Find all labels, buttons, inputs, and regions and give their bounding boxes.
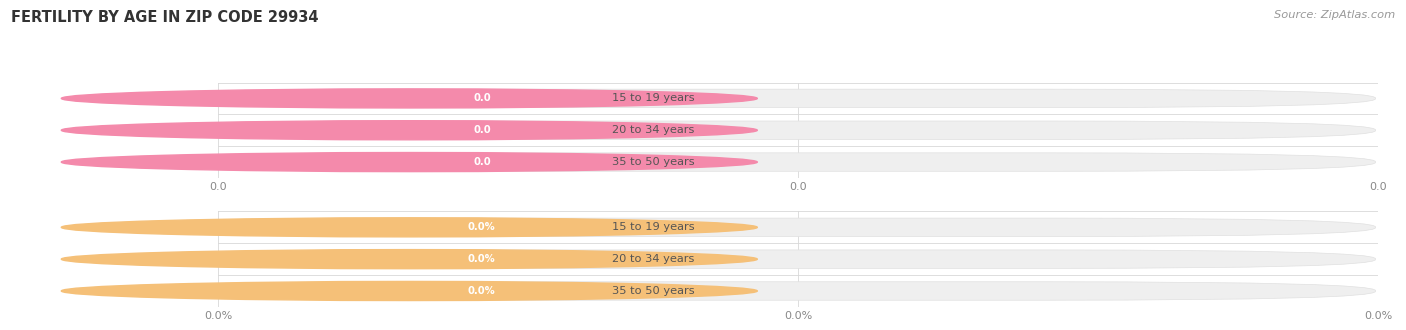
Text: 15 to 19 years: 15 to 19 years [613,222,695,232]
FancyBboxPatch shape [221,282,1375,300]
FancyBboxPatch shape [264,220,699,235]
FancyBboxPatch shape [221,153,1375,171]
Text: 20 to 34 years: 20 to 34 years [613,254,695,264]
Circle shape [62,218,758,237]
FancyBboxPatch shape [221,218,1375,237]
Circle shape [62,121,758,140]
Circle shape [62,249,758,269]
FancyBboxPatch shape [221,121,1375,140]
Text: 15 to 19 years: 15 to 19 years [613,93,695,103]
Text: 35 to 50 years: 35 to 50 years [613,286,695,296]
FancyBboxPatch shape [221,250,1375,268]
FancyBboxPatch shape [264,123,699,138]
FancyBboxPatch shape [221,89,1375,108]
Text: 0.0%: 0.0% [468,254,496,264]
Text: 0.0: 0.0 [472,157,491,167]
Text: 35 to 50 years: 35 to 50 years [613,157,695,167]
FancyBboxPatch shape [264,284,699,298]
Text: FERTILITY BY AGE IN ZIP CODE 29934: FERTILITY BY AGE IN ZIP CODE 29934 [11,10,319,25]
FancyBboxPatch shape [264,252,699,267]
Circle shape [62,152,758,172]
Text: 0.0: 0.0 [472,93,491,103]
Text: 0.0%: 0.0% [468,286,496,296]
Circle shape [62,89,758,108]
Circle shape [62,281,758,301]
Text: 0.0%: 0.0% [468,222,496,232]
Text: Source: ZipAtlas.com: Source: ZipAtlas.com [1274,10,1395,20]
FancyBboxPatch shape [264,155,699,169]
Text: 0.0: 0.0 [472,125,491,135]
FancyBboxPatch shape [264,91,699,106]
Text: 20 to 34 years: 20 to 34 years [613,125,695,135]
